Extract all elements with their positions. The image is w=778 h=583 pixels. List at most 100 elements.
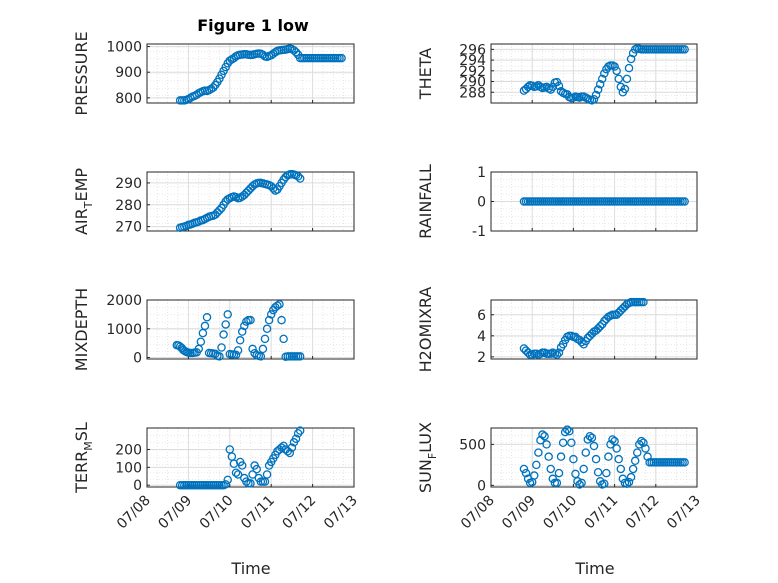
y-axis-label-main: MIXDEPTH [72,288,91,371]
y-axis-label: TERRMSL [72,422,95,494]
y-tick-label: 1 [477,165,486,181]
y-tick-label: 270 [115,220,142,236]
subplot-4: -1 0 1 RAINFALL [416,164,698,240]
data-point [620,84,630,94]
data-point [192,90,201,100]
y-axis-label-main: SUN [416,459,435,493]
data-point [521,468,531,478]
data-point [196,337,206,346]
axes-box [490,171,698,232]
y-axis-label-rest: EMP [72,168,91,202]
y-tick-label: 290 [459,75,486,91]
data-point [558,438,568,447]
x-tick-label: 07/12 [623,493,663,533]
data-point [630,456,640,466]
data-point [277,315,286,325]
data-point [221,480,230,489]
y-tick-label: 0 [477,478,486,494]
data-point [231,468,241,477]
data-point [530,471,539,480]
data-point [641,444,650,453]
data-point [273,301,282,311]
data-point [581,448,591,457]
y-axis-label: H2OMIXRA [416,287,435,373]
data-point [337,53,346,63]
data-point [552,478,562,488]
data-point [246,479,255,488]
data-point [562,425,572,434]
data-point [556,452,566,461]
data-point [262,470,272,479]
data-point [554,348,564,357]
data-point [264,315,274,325]
data-point [680,197,689,206]
data-point [589,441,599,451]
x-axis-label-right: Time [574,559,614,578]
data-point [575,480,584,489]
data-point [246,315,255,325]
data-point [260,334,270,344]
data-point [258,344,268,354]
data-point [200,321,210,331]
data-point [237,327,247,336]
y-tick-label: -1 [472,224,486,240]
data-point [291,434,301,443]
data-point [256,352,266,361]
data-point [624,63,634,73]
data-point [585,431,595,441]
data-point [569,454,578,464]
x-tick-label: 07/10 [197,493,237,533]
data-point [233,346,243,355]
data-point [608,435,617,444]
data-point [680,458,689,467]
data-point [610,62,619,71]
data-point [610,436,619,446]
data-point [242,317,251,326]
data-point [626,54,636,64]
data-point [626,472,636,482]
x-tick-label: 07/10 [540,493,580,533]
data-point [552,350,562,360]
data-point [237,461,247,470]
data-point [558,339,568,349]
data-point [231,350,241,360]
data-point [639,297,648,307]
x-tick-label: 07/11 [238,493,278,533]
subplot-8: 0 500 07/08 07/09 07/10 07/11 07/12 07/13 SUNFLU… [416,422,704,532]
x-tick-label: 07/09 [499,493,539,533]
y-tick-label: 280 [115,198,142,214]
data-point [622,74,632,84]
subplot-1: 800 900 1000 PRESSURE [72,31,355,116]
data-point [680,45,689,54]
data-point [595,79,605,89]
data-point [235,336,245,345]
y-axis-label-main: AIR [72,208,91,235]
data-point [560,427,570,437]
subplot-7: 0 100 200 07/08 07/09 07/10 07/11 07/12 07/13 TER… [72,422,361,532]
y-tick-label: 2 [477,350,486,366]
data-point [628,464,638,474]
plot-area [147,44,354,103]
data-point [587,433,597,443]
data-point [577,478,586,488]
x-tick-label: 07/09 [155,493,195,533]
y-tick-label: 100 [115,460,142,476]
data-point [295,352,305,361]
data-point [262,324,272,334]
data-point [593,467,603,477]
data-point [225,56,235,65]
data-point [219,330,228,339]
data-point [277,443,286,452]
y-axis-label-subscript: T [82,201,95,209]
data-point [240,321,249,331]
data-point [242,477,251,486]
data-point [233,470,243,479]
data-point [637,436,646,446]
axes-box [146,299,355,360]
data-point [252,464,261,474]
y-axis-label: THETA [416,48,435,100]
data-point [614,74,623,84]
data-point [542,440,551,449]
y-tick-label: 500 [459,437,486,453]
